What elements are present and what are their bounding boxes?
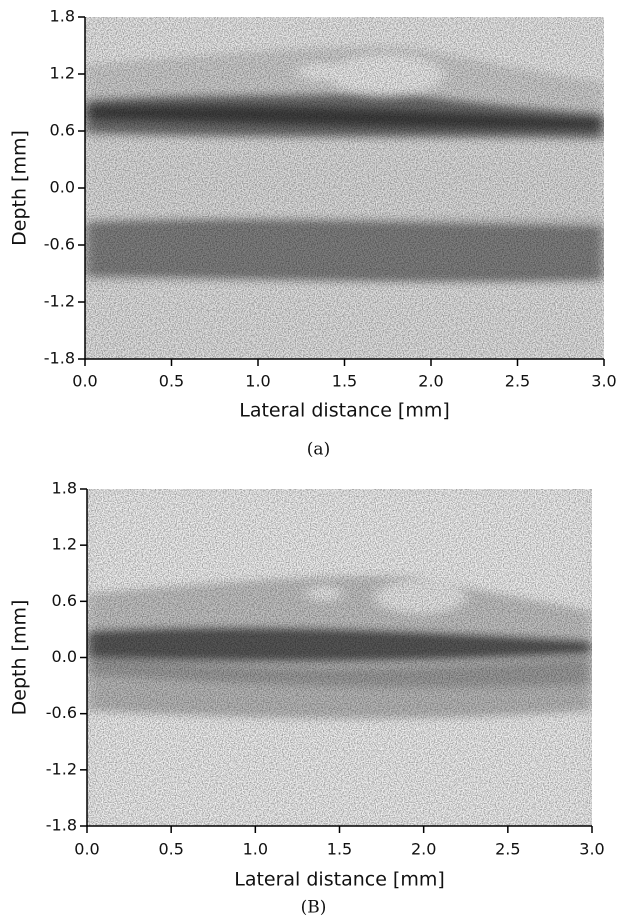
- x-tick-label: 0.5: [159, 372, 184, 391]
- x-tick-label: 0.5: [158, 840, 183, 859]
- y-tick-label: 1.2: [50, 64, 75, 83]
- x-tick-label: 3.0: [591, 372, 616, 391]
- y-tick-label: -1.2: [46, 759, 77, 778]
- speckle: [85, 17, 604, 359]
- y-tick-label: 0.6: [50, 121, 75, 140]
- x-tick-label: 3.0: [579, 840, 604, 859]
- oct-image: [87, 489, 592, 826]
- y-tick-label: -1.2: [44, 292, 75, 311]
- x-tick-label: 1.5: [332, 372, 357, 391]
- x-tick-label: 2.5: [505, 372, 530, 391]
- x-axis-label: Lateral distance [mm]: [234, 869, 445, 891]
- y-tick-label: 1.8: [50, 7, 75, 26]
- x-tick-label: 1.5: [327, 840, 352, 859]
- y-tick-label: -0.6: [46, 703, 77, 722]
- speckle: [87, 489, 592, 826]
- y-axis-label: Depth [mm]: [9, 130, 31, 246]
- panel-caption: (B): [301, 898, 327, 918]
- x-tick-label: 1.0: [243, 840, 268, 859]
- x-tick-label: 2.0: [411, 840, 436, 859]
- y-tick-label: -0.6: [44, 235, 75, 254]
- y-axis-label: Depth [mm]: [9, 600, 31, 716]
- x-tick-label: 0.0: [74, 840, 99, 859]
- y-tick-label: 1.8: [52, 479, 77, 498]
- oct-image: [85, 17, 604, 359]
- y-tick-label: 1.2: [52, 535, 77, 554]
- x-tick-label: 0.0: [72, 372, 97, 391]
- y-tick-label: -1.8: [44, 349, 75, 368]
- x-tick-label: 2.0: [418, 372, 443, 391]
- y-tick-label: 0.6: [52, 591, 77, 610]
- x-axis-label: Lateral distance [mm]: [239, 400, 450, 422]
- y-tick-label: 0.0: [50, 178, 75, 197]
- y-tick-label: -1.8: [46, 816, 77, 835]
- x-tick-label: 1.0: [245, 372, 270, 391]
- y-tick-label: 0.0: [52, 647, 77, 666]
- panel-caption: (a): [307, 440, 330, 460]
- x-tick-label: 2.5: [495, 840, 520, 859]
